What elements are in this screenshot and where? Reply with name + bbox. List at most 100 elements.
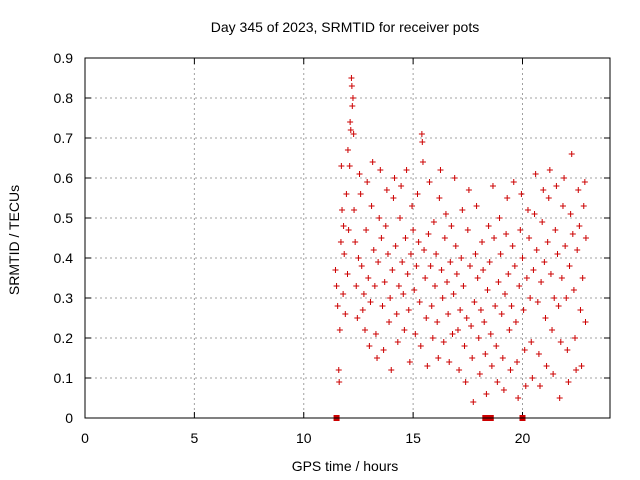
x-tick-label: 15	[405, 430, 421, 446]
data-point	[510, 179, 517, 185]
data-point	[514, 359, 521, 365]
data-point	[344, 147, 351, 153]
chart-title: Day 345 of 2023, SRMTID for receiver pot…	[211, 19, 479, 35]
data-point	[347, 119, 354, 125]
data-point	[577, 307, 584, 313]
data-point	[348, 83, 355, 89]
data-point	[515, 395, 522, 401]
data-point	[509, 243, 516, 249]
data-point	[522, 383, 529, 389]
data-point	[426, 179, 433, 185]
data-point	[366, 343, 373, 349]
data-point	[448, 223, 455, 229]
data-point	[332, 267, 339, 273]
data-point	[349, 95, 356, 101]
data-point	[570, 287, 577, 293]
data-point	[422, 275, 429, 281]
data-point	[400, 291, 407, 297]
data-point	[516, 283, 523, 289]
data-point	[566, 263, 573, 269]
data-point	[554, 251, 561, 257]
data-point	[471, 299, 478, 305]
data-point	[465, 187, 472, 193]
data-point	[439, 295, 446, 301]
data-point	[558, 275, 565, 281]
data-point	[450, 291, 457, 297]
data-point	[389, 267, 396, 273]
data-point	[521, 347, 528, 353]
data-point	[517, 227, 524, 233]
data-point	[454, 327, 461, 333]
data-point	[502, 291, 508, 297]
data-point	[438, 267, 445, 273]
data-point	[419, 159, 426, 165]
data-point	[364, 179, 371, 185]
data-point	[529, 375, 536, 381]
data-point	[473, 203, 480, 209]
data-point	[409, 203, 416, 209]
data-point	[433, 251, 440, 257]
data-point	[580, 203, 587, 209]
data-point	[467, 263, 473, 269]
data-point	[418, 131, 425, 137]
data-point	[401, 327, 408, 333]
data-point	[336, 379, 343, 385]
data-point	[349, 103, 356, 109]
data-point	[504, 195, 511, 201]
data-point	[477, 307, 484, 313]
data-point	[545, 195, 552, 201]
y-tick-label: 0.5	[54, 210, 74, 226]
data-point	[537, 383, 543, 389]
data-point	[534, 299, 541, 305]
data-point	[445, 311, 452, 317]
data-point	[346, 163, 353, 169]
data-point	[542, 315, 549, 321]
data-point	[503, 231, 510, 237]
data-point	[435, 355, 442, 361]
data-point	[565, 379, 572, 385]
data-point	[506, 327, 513, 333]
data-point	[541, 259, 548, 265]
data-point	[483, 391, 490, 397]
data-point	[479, 239, 486, 245]
data-point	[387, 295, 394, 301]
data-point	[356, 171, 363, 177]
data-point	[453, 271, 460, 277]
data-point	[569, 231, 576, 237]
data-point	[530, 267, 537, 273]
data-point	[505, 271, 512, 277]
data-point	[531, 211, 538, 217]
data-point	[355, 255, 362, 261]
data-point	[574, 247, 581, 253]
data-point	[549, 327, 556, 333]
data-point	[423, 315, 430, 321]
tick-labels: 0 0.1 0.2 0.3 0.4 0.5 0.6 0.7 0.8 0.9 0 5 10 15 20	[54, 50, 531, 446]
data-point	[411, 287, 418, 293]
data-point	[421, 247, 428, 253]
data-point	[371, 283, 378, 289]
data-point	[432, 283, 438, 289]
data-point	[508, 303, 515, 309]
y-tick-label: 0.9	[54, 50, 74, 66]
data-point	[412, 331, 419, 337]
data-point	[482, 351, 489, 357]
data-point	[342, 311, 349, 317]
data-point	[379, 303, 386, 309]
data-point	[424, 363, 431, 369]
data-point	[573, 367, 580, 373]
data-point	[359, 307, 366, 313]
x-tick-label: 0	[81, 430, 89, 446]
data-point	[357, 191, 364, 197]
y-tick-label: 0	[65, 410, 73, 426]
data-point	[582, 235, 589, 241]
data-point	[451, 175, 458, 181]
data-point	[402, 235, 409, 241]
data-point	[428, 303, 435, 309]
data-point	[363, 227, 370, 233]
data-point	[474, 275, 481, 281]
data-point	[452, 243, 459, 249]
data-point	[476, 371, 483, 377]
data-point	[376, 215, 383, 221]
data-point	[551, 295, 558, 301]
